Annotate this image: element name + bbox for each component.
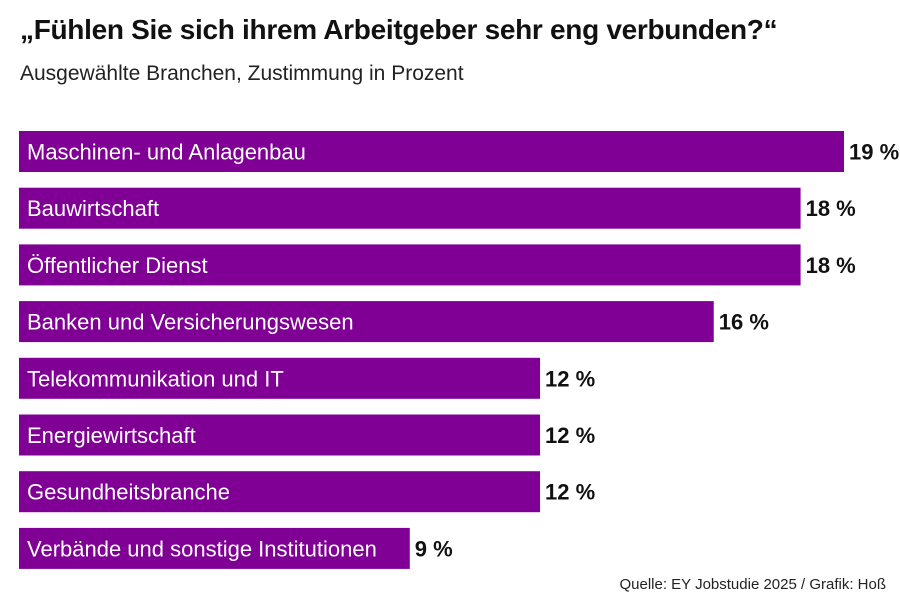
bar — [19, 187, 801, 229]
value-label: 18 % — [806, 253, 856, 278]
chart-title: „Fühlen Sie sich ihrem Arbeitgeber sehr … — [20, 14, 778, 45]
bar — [19, 301, 714, 343]
bar — [19, 244, 801, 286]
bar-group: Gesundheitsbranche 12 % — [19, 471, 595, 513]
category-label: Banken und Versicherungswesen — [27, 310, 354, 335]
category-label: Bauwirtschaft — [27, 196, 159, 221]
category-label: Maschinen- und Anlagenbau — [27, 140, 306, 165]
value-label: 12 % — [545, 366, 595, 391]
value-label: 16 % — [719, 310, 769, 335]
value-label: 9 % — [415, 536, 453, 561]
bar — [19, 131, 844, 172]
bar-group: Öffentlicher Dienst 18 % — [19, 244, 856, 286]
bar-group: Telekommunikation und IT 12 % — [19, 357, 595, 399]
source-note: Quelle: EY Jobstudie 2025 / Grafik: Hoß — [619, 576, 886, 593]
bar — [19, 357, 541, 399]
value-label: 19 % — [849, 140, 899, 165]
category-label: Gesundheitsbranche — [27, 480, 230, 505]
bar — [19, 527, 410, 569]
bar-group: Energiewirtschaft 12 % — [19, 414, 595, 456]
bar — [19, 414, 541, 456]
category-label: Energiewirtschaft — [27, 423, 196, 448]
bar-group: Verbände und sonstige Institutionen 9 % — [19, 527, 453, 569]
value-label: 18 % — [806, 196, 856, 221]
category-label: Verbände und sonstige Institutionen — [27, 536, 377, 561]
bar — [19, 471, 541, 513]
category-label: Telekommunikation und IT — [27, 366, 284, 391]
bar-group: Maschinen- und Anlagenbau 19 % — [19, 131, 899, 172]
bar-group: Bauwirtschaft 18 % — [19, 187, 856, 229]
value-label: 12 % — [545, 423, 595, 448]
value-label: 12 % — [545, 480, 595, 505]
chart-subtitle: Ausgewählte Branchen, Zustimmung in Proz… — [20, 62, 464, 85]
bar-group: Banken und Versicherungswesen 16 % — [19, 301, 769, 343]
category-label: Öffentlicher Dienst — [27, 253, 208, 278]
